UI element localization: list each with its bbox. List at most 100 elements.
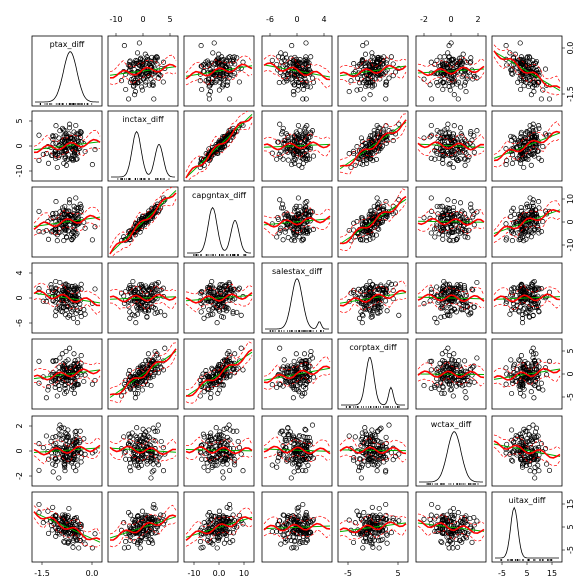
data-point: [75, 137, 81, 143]
panel-ptax_diff-vs-inctax_diff: [107, 35, 179, 107]
points: [346, 40, 402, 102]
data-point: [197, 78, 203, 84]
data-point: [369, 82, 375, 88]
data-point: [280, 125, 286, 131]
data-point: [363, 83, 369, 90]
data-point: [71, 134, 77, 140]
data-point: [303, 40, 309, 46]
data-point: [291, 92, 297, 98]
data-point: [369, 54, 375, 60]
data-point: [82, 148, 88, 155]
data-point: [443, 61, 449, 67]
data-point: [291, 134, 297, 140]
data-point: [160, 79, 166, 85]
data-point: [291, 82, 297, 88]
data-point: [282, 51, 288, 57]
data-point: [355, 75, 361, 81]
smooth-line: [263, 62, 331, 81]
data-point: [77, 129, 83, 135]
variable-label: salestax_diff: [272, 267, 322, 276]
panel-inctax_diff-vs-ptax_diff: [31, 110, 103, 182]
data-point: [228, 61, 234, 67]
data-point: [310, 153, 317, 159]
data-point: [375, 55, 381, 61]
linear-fit: [493, 51, 561, 92]
data-point: [53, 123, 59, 129]
data-point: [388, 54, 394, 60]
data-point: [138, 55, 144, 61]
panel-capgntax_diff-vs-inctax_diff: [107, 186, 179, 258]
data-point: [215, 55, 221, 61]
data-point: [460, 51, 466, 57]
data-point: [357, 86, 363, 93]
data-point: [441, 54, 447, 60]
panel-inctax_diff-vs-capgntax_diff: [183, 110, 255, 182]
data-point: [351, 61, 357, 67]
data-point: [36, 157, 42, 163]
data-point: [127, 67, 133, 73]
panel-ptax_diff-vs-uitax_diff: [491, 35, 563, 107]
data-point: [303, 134, 309, 140]
data-point: [378, 64, 384, 70]
panel-inctax_diff-vs-salestax_diff: [261, 110, 333, 182]
data-point: [149, 82, 155, 88]
data-point: [276, 80, 282, 86]
data-point: [290, 89, 296, 95]
data-point: [205, 80, 211, 86]
variable-label: corptax_diff: [349, 343, 397, 352]
smooth-band-lower: [263, 148, 331, 159]
panel-capgntax_diff-vs-salestax_diff: [261, 186, 333, 258]
data-point: [151, 96, 157, 102]
data-point: [278, 50, 284, 56]
data-point: [300, 160, 307, 166]
data-point: [203, 59, 209, 65]
panel-ptax_diff-vs-salestax_diff: [261, 35, 333, 107]
variable-label: capgntax_diff: [192, 191, 247, 200]
data-point: [384, 57, 390, 63]
smooth-line: [339, 64, 407, 78]
data-point: [369, 62, 375, 68]
data-point: [198, 43, 204, 49]
data-point: [208, 70, 214, 76]
data-point: [277, 121, 283, 127]
data-point: [150, 79, 156, 85]
points: [36, 121, 98, 171]
panel-inctax_diff-vs-inctax_diff: inctax_diff: [107, 110, 179, 182]
data-point: [291, 60, 297, 66]
data-point: [92, 147, 98, 153]
data-point: [363, 40, 370, 46]
data-point: [293, 75, 299, 81]
fit-lines: [185, 55, 253, 86]
data-point: [308, 54, 314, 60]
data-point: [223, 57, 229, 63]
data-point: [59, 125, 66, 131]
panel-capgntax_diff-vs-wctax_diff: [415, 186, 487, 258]
data-point: [292, 139, 298, 145]
data-point: [210, 50, 216, 56]
data-point: [285, 145, 291, 151]
data-point: [288, 55, 294, 61]
data-point: [293, 72, 299, 78]
data-point: [230, 72, 236, 79]
panel-corptax_diff-vs-capgntax_diff: [183, 338, 255, 410]
data-point: [289, 43, 295, 49]
data-point: [89, 162, 95, 168]
density-curve: [111, 130, 175, 178]
data-point: [277, 154, 283, 160]
data-point: [463, 89, 469, 95]
smooth-line: [263, 141, 331, 151]
data-point: [441, 61, 447, 67]
data-point: [306, 67, 312, 73]
data-point: [447, 87, 453, 93]
data-point: [360, 80, 366, 86]
data-point: [43, 151, 49, 157]
data-point: [529, 64, 535, 70]
smooth-band-lower: [339, 71, 407, 85]
data-point: [294, 139, 300, 145]
smooth-line: [417, 65, 485, 77]
panel-salestax_diff-vs-corptax_diff: [337, 262, 409, 334]
data-point: [132, 92, 138, 98]
data-point: [118, 78, 125, 84]
data-point: [227, 96, 233, 102]
data-point: [528, 92, 534, 98]
